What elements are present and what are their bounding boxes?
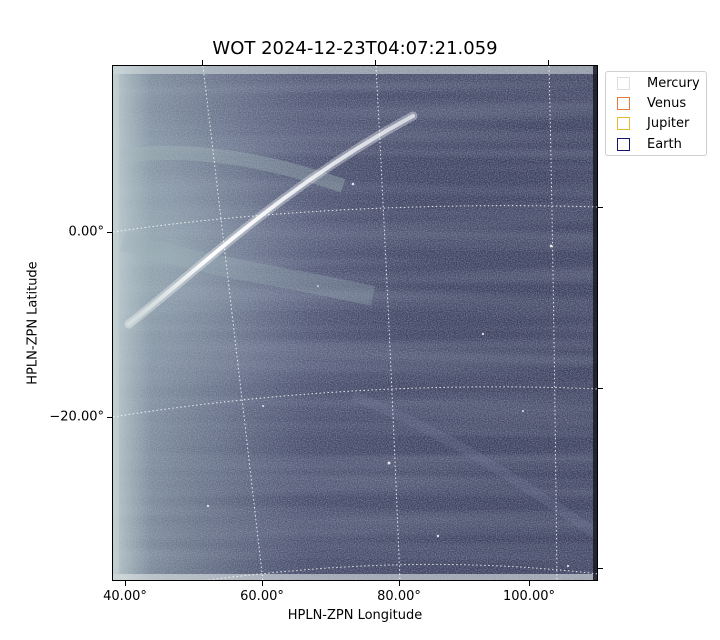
- x-tickmark: [125, 581, 126, 586]
- legend-label: Jupiter: [647, 115, 690, 131]
- y-axis-label: HPLN-ZPN Latitude: [25, 261, 41, 385]
- legend-item-mercury: Mercury: [617, 75, 700, 91]
- y-tickmark-right: [598, 207, 603, 208]
- comet-tail: [127, 114, 415, 326]
- legend-item-earth: Earth: [617, 136, 682, 152]
- grid-lat-minus20: [113, 386, 597, 418]
- x-tickmark: [262, 581, 263, 586]
- y-tickmark-right: [598, 568, 603, 569]
- y-tickmark-right: [598, 388, 603, 389]
- grid-lon-70: [375, 66, 401, 580]
- grid-lat-0: [113, 205, 597, 233]
- y-tick-label: 0.00°: [68, 224, 104, 240]
- legend-label: Earth: [647, 136, 682, 152]
- legend-label: Venus: [647, 95, 687, 111]
- legend-item-venus: Venus: [617, 95, 686, 111]
- y-tickmark: [107, 232, 112, 233]
- plot-title: WOT 2024-12-23T04:07:21.059: [212, 38, 498, 59]
- x-tick-label: 60.00°: [240, 589, 284, 604]
- legend-swatch: [617, 76, 630, 90]
- legend-swatch: [617, 96, 630, 110]
- legend-label: Mercury: [647, 75, 700, 91]
- x-tickmark: [529, 581, 530, 586]
- x-tick-label: 80.00°: [377, 589, 421, 604]
- x-tickmark-top: [548, 60, 549, 65]
- legend-item-jupiter: Jupiter: [617, 115, 689, 131]
- y-tickmark: [107, 417, 112, 418]
- x-tick-label: 40.00°: [103, 589, 147, 604]
- x-tickmark-top: [202, 60, 203, 65]
- x-tickmark-top: [375, 60, 376, 65]
- x-tickmark: [399, 581, 400, 586]
- image-plot: [112, 65, 598, 581]
- legend-swatch: [617, 137, 630, 151]
- y-tick-label: −20.00°: [49, 409, 104, 425]
- grid-lat-minus40: [204, 563, 597, 580]
- legend: Mercury Venus Jupiter Earth: [605, 71, 707, 156]
- heliospheric-image: [113, 66, 597, 580]
- x-axis-label: HPLN-ZPN Longitude: [287, 608, 423, 623]
- x-tick-label: 100.00°: [503, 589, 555, 604]
- legend-swatch: [617, 116, 630, 130]
